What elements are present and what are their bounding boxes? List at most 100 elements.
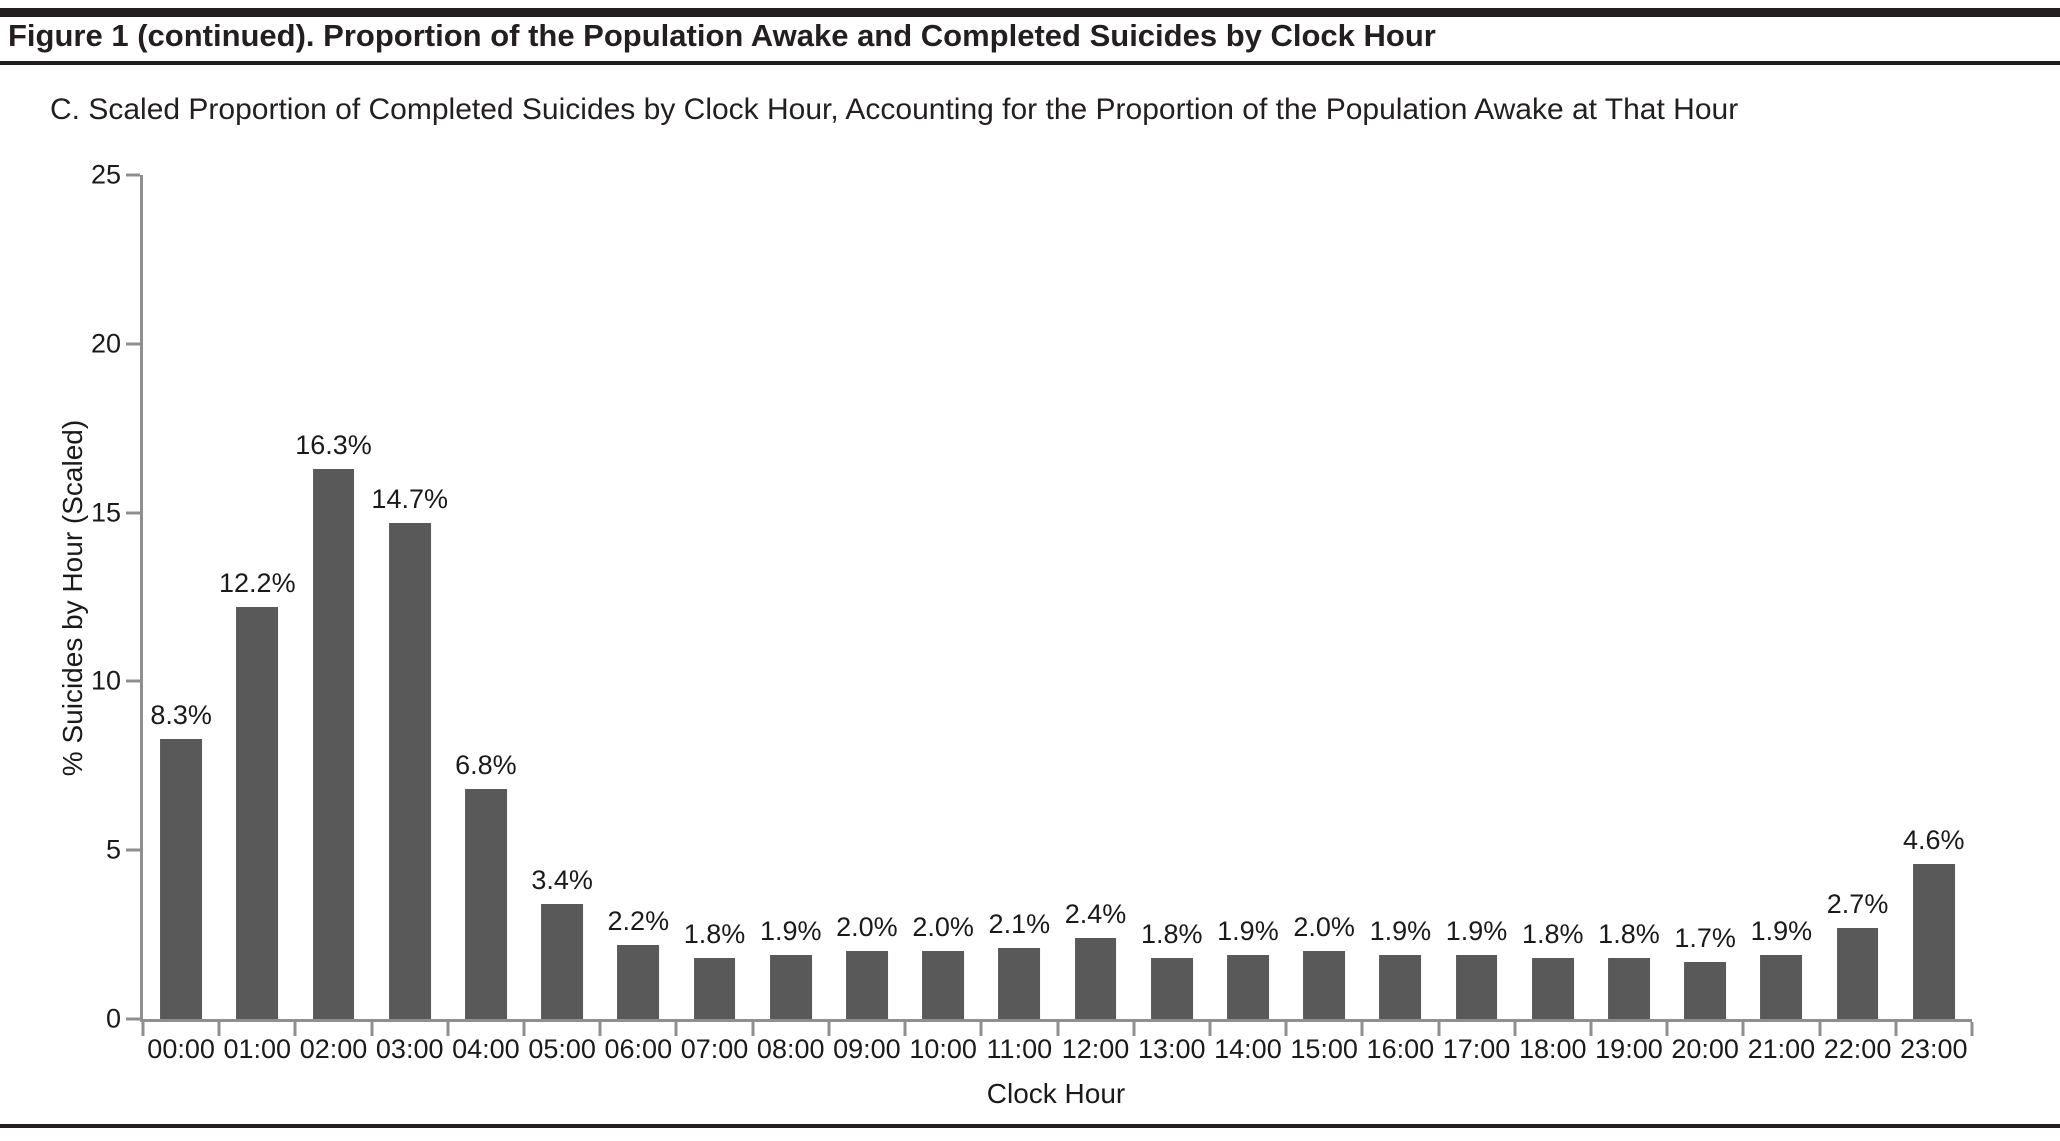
x-tick-mark (751, 1022, 755, 1036)
x-tick-mark (522, 1022, 526, 1036)
bar-cell: 12.2% 01:00 (219, 175, 296, 1063)
y-tick-mark (126, 679, 140, 683)
x-tick-mark (1894, 1022, 1898, 1036)
bar-cell: 8.3% 00:00 (143, 175, 219, 1062)
x-tick-mark (674, 1022, 678, 1036)
x-tick-mark (1284, 1022, 1288, 1036)
x-tick-label: 06:00 (604, 1034, 673, 1064)
header-top-rule (0, 8, 2060, 17)
bar-cell: 2.0% 15:00 (1286, 175, 1362, 1063)
bar-value-label: 12.2% (219, 568, 296, 599)
bar (1150, 958, 1193, 1019)
bar (769, 954, 812, 1019)
x-tick-mark (979, 1022, 983, 1036)
bar-value-label: 1.9% (1750, 915, 1813, 946)
bar-value-label: 2.0% (1293, 912, 1355, 943)
x-tick-label: 13:00 (1137, 1034, 1206, 1064)
x-tick-label: 08:00 (756, 1034, 825, 1064)
x-tick-label: 15:00 (1290, 1034, 1358, 1064)
bar-cell: 4.6% 23:00 (1896, 175, 1972, 1062)
bar-cell: 2.0% 10:00 (905, 175, 981, 1063)
header-bottom-rule (0, 61, 2060, 65)
bar (312, 468, 355, 1019)
bar-cell: 2.7% 22:00 (1819, 175, 1895, 1062)
bar (1074, 937, 1117, 1019)
y-axis-title: % Suicides by Hour (Scaled) (57, 419, 88, 777)
x-tick-label: 12:00 (1061, 1034, 1130, 1064)
bar-cell: 2.2% 06:00 (600, 175, 676, 1062)
bar (998, 948, 1041, 1019)
x-tick-mark (217, 1022, 221, 1036)
x-tick-mark (903, 1022, 907, 1036)
y-tick-mark (126, 342, 140, 346)
x-tick-label: 10:00 (909, 1034, 977, 1064)
bar-value-label: 1.8% (1140, 919, 1203, 950)
bar (1836, 927, 1879, 1019)
x-tick-label: 23:00 (1899, 1034, 1968, 1064)
x-tick-mark (1818, 1022, 1822, 1036)
bar-value-label: 1.8% (683, 919, 746, 950)
x-tick-mark (1665, 1022, 1669, 1036)
x-tick-label: 20:00 (1671, 1034, 1739, 1064)
bar-cell: 6.8% 04:00 (448, 175, 524, 1063)
x-tick-mark (446, 1022, 450, 1036)
bar (1684, 961, 1727, 1019)
bar (1760, 954, 1803, 1019)
bar-cell: 1.8% 19:00 (1591, 175, 1667, 1063)
bar (160, 738, 203, 1019)
bar (1379, 954, 1422, 1019)
bar (1455, 954, 1498, 1019)
bar (1531, 958, 1574, 1019)
bar-cell: 1.7% 20:00 (1667, 175, 1743, 1062)
bar-cell: 1.8% 18:00 (1515, 175, 1591, 1063)
x-tick-mark (1513, 1022, 1517, 1036)
bar-cell: 2.0% 09:00 (829, 175, 905, 1063)
x-tick-mark (141, 1022, 145, 1036)
x-axis-title: Clock Hour (986, 1078, 1126, 1109)
bar (388, 522, 431, 1019)
x-tick-mark (1208, 1022, 1212, 1036)
x-tick-mark (1056, 1022, 1059, 1036)
bar-value-label: 1.8% (1521, 919, 1584, 950)
x-tick-label: 00:00 (147, 1034, 215, 1064)
x-tick-label: 16:00 (1366, 1034, 1435, 1064)
y-tick-label: 25 (90, 159, 121, 190)
panel-subtitle: C. Scaled Proportion of Completed Suicid… (50, 93, 1739, 126)
y-tick-label: 15 (90, 497, 121, 528)
x-tick-mark (1589, 1022, 1593, 1036)
bars-container: 8.3% 00:00 12.2% 01:00 16.3% 02:00 14.7% 03:00 6… (143, 175, 1972, 1063)
bar (617, 944, 660, 1019)
x-tick-label: 21:00 (1747, 1034, 1816, 1064)
bar (845, 951, 888, 1019)
x-tick-label: 01:00 (223, 1034, 292, 1064)
y-tick-mark (126, 1017, 140, 1021)
bar-value-label: 2.2% (607, 905, 670, 936)
x-tick-mark (1360, 1022, 1364, 1036)
bar-value-label: 8.3% (150, 699, 212, 730)
bar-value-label: 1.8% (1598, 919, 1660, 950)
bar (236, 607, 279, 1019)
x-tick-label: 19:00 (1595, 1034, 1663, 1064)
y-tick-label: 10 (90, 665, 121, 696)
bar-value-label: 2.0% (836, 912, 898, 943)
bar (1608, 958, 1650, 1019)
bar-cell: 1.8% 07:00 (676, 175, 752, 1063)
y-tick-label: 5 (105, 834, 121, 865)
y-tick-mark (126, 173, 140, 177)
bar-cell: 1.9% 21:00 (1743, 175, 1819, 1062)
x-tick-label: 18:00 (1518, 1034, 1587, 1064)
bar-value-label: 2.0% (912, 912, 974, 943)
x-tick-label: 03:00 (375, 1034, 444, 1064)
bar-value-label: 4.6% (1902, 824, 1965, 855)
bar (693, 958, 736, 1019)
y-tick-mark (126, 848, 140, 852)
x-tick-label: 11:00 (986, 1034, 1053, 1064)
figure-title: Figure 1 (continued). Proportion of the … (8, 18, 1436, 53)
y-tick-label: 0 (105, 1003, 121, 1034)
bar (922, 951, 965, 1019)
bar-value-label: 2.7% (1826, 888, 1889, 919)
x-tick-label: 05:00 (528, 1034, 596, 1064)
x-tick-label: 07:00 (680, 1034, 749, 1064)
footer-rule (0, 1124, 2060, 1128)
